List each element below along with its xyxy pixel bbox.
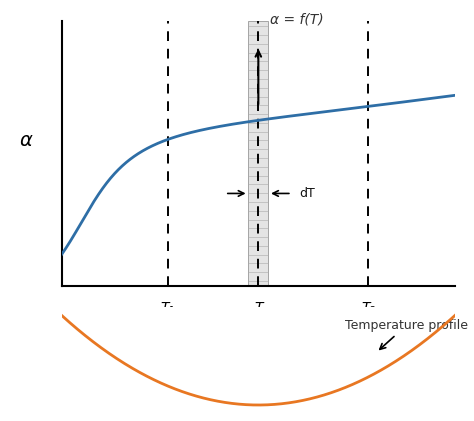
Bar: [248, 21, 268, 286]
Text: α: α: [20, 131, 33, 150]
Text: T$_1$: T$_1$: [160, 301, 176, 317]
Text: T$_2$: T$_2$: [361, 301, 376, 317]
Text: Temperature: Temperature: [214, 318, 302, 332]
Text: Temperature profile: Temperature profile: [345, 319, 468, 349]
Text: T: T: [254, 301, 263, 315]
Text: dT: dT: [300, 187, 315, 200]
Text: α = f(T): α = f(T): [270, 13, 324, 27]
